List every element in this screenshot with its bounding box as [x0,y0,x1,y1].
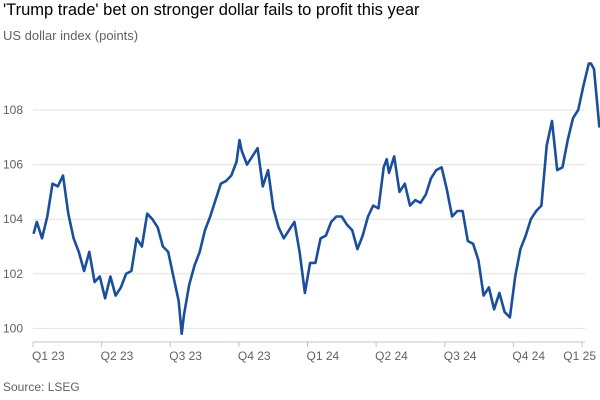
x-tick-label: Q3 24 [444,349,477,363]
chart-title: 'Trump trade' bet on stronger dollar fai… [3,1,420,19]
x-tick-label: Q1 25 [563,349,596,363]
y-tick-label: 102 [3,267,23,281]
chart-source: Source: LSEG [3,380,80,394]
x-tick-label: Q1 23 [32,349,65,363]
x-axis [32,341,585,347]
y-tick-label: 104 [3,212,23,226]
series-line-dollar-index [32,62,600,336]
tick-labels: 100 102 104 106 108 Q1 23 Q2 23 Q3 23 Q4 23 Q1 24… [3,103,596,363]
x-tick-label: Q4 24 [512,349,545,363]
x-tick-label: Q2 24 [375,349,408,363]
series-layer [32,62,600,336]
x-tick-label: Q1 24 [307,349,340,363]
y-tick-label: 108 [3,103,23,117]
x-tick-label: Q4 23 [238,349,271,363]
chart-subtitle: US dollar index (points) [3,28,139,43]
x-tick-label: Q3 23 [169,349,202,363]
y-tick-label: 100 [3,321,23,335]
x-tick-label: Q2 23 [101,349,134,363]
y-tick-label: 106 [3,158,23,172]
